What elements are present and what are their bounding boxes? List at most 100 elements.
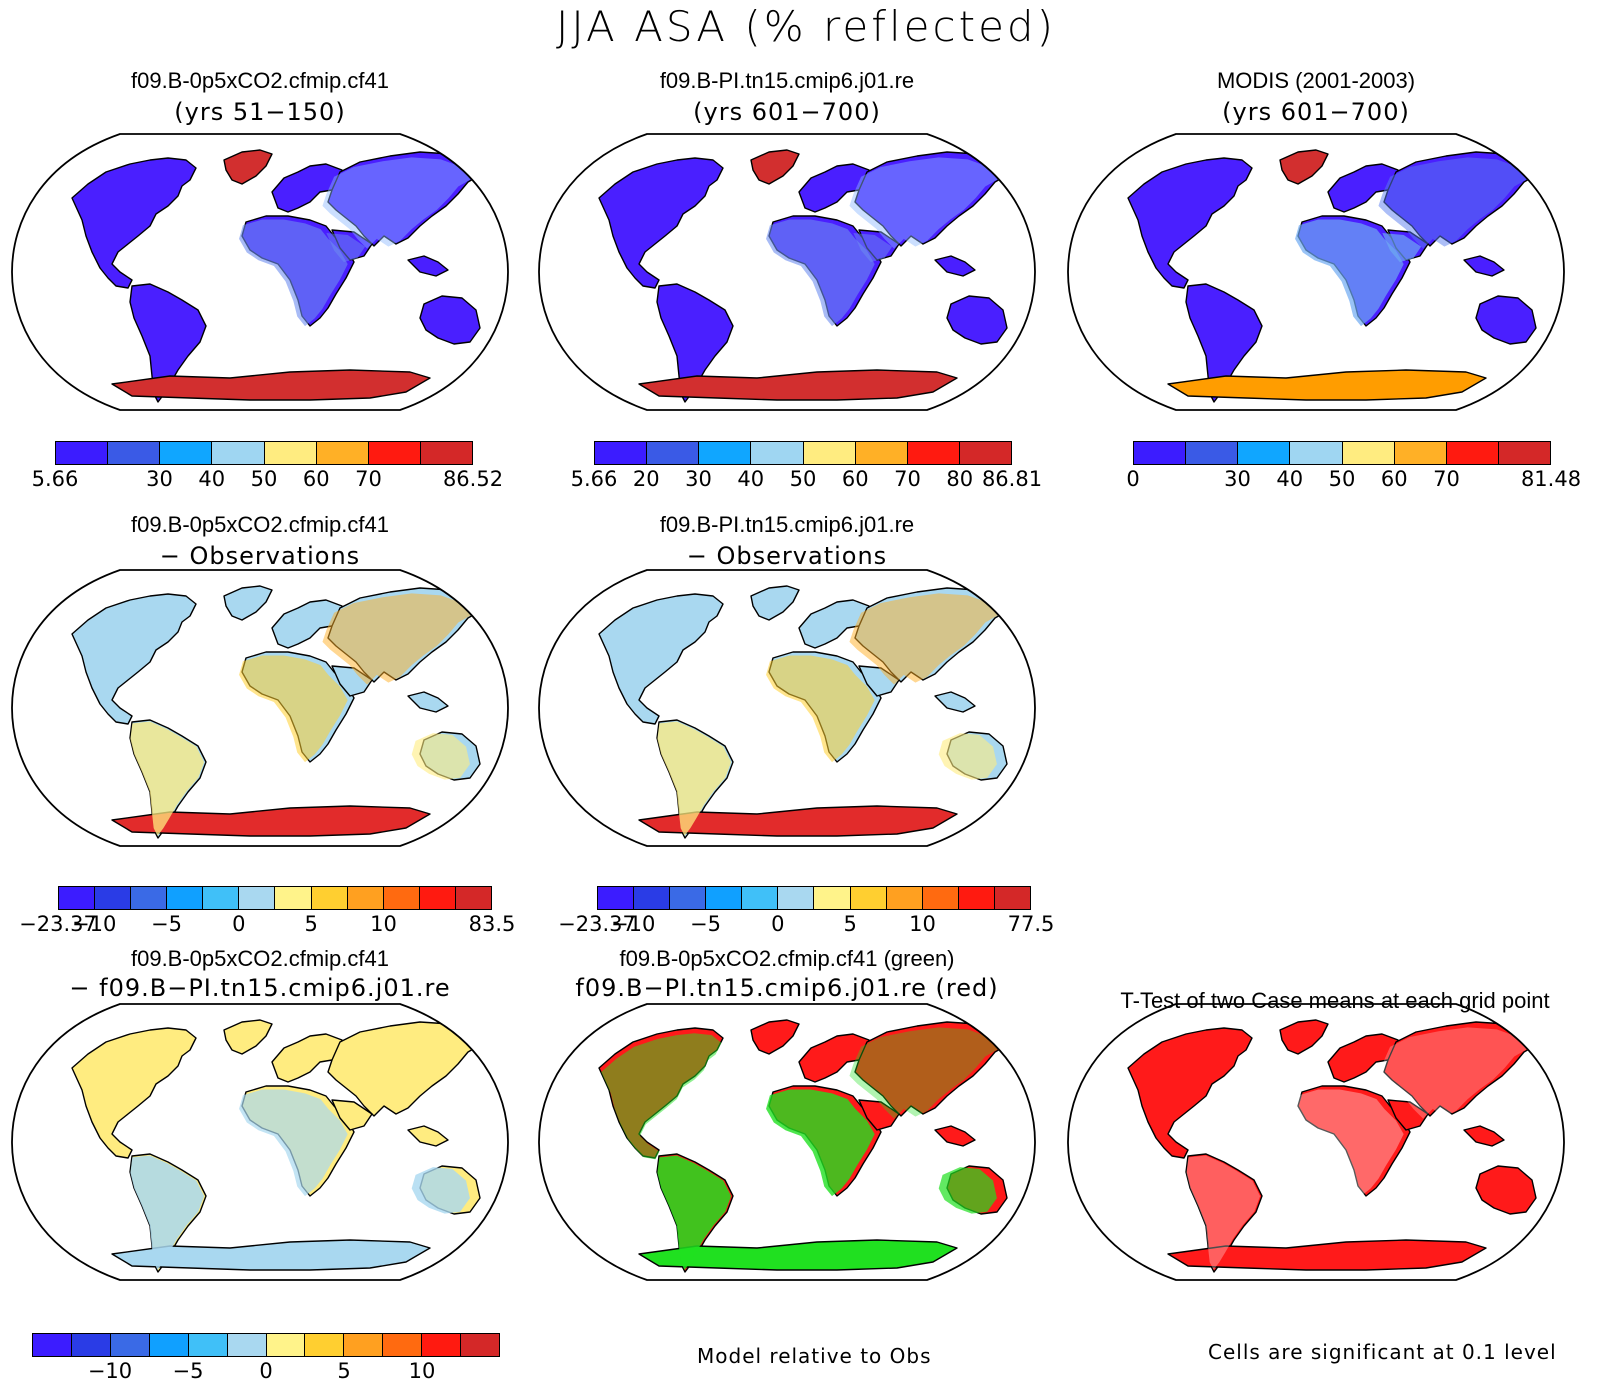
antarctica-landmass <box>638 369 958 401</box>
colorbar-swatch <box>422 1334 462 1356</box>
greenland-landmass <box>1279 149 1329 185</box>
antarctica-landmass <box>1167 369 1487 401</box>
indonesia-landmass <box>934 691 976 713</box>
colorbar-tick-label: −23.37 <box>558 912 636 936</box>
antarctica-landmass <box>638 805 958 837</box>
africa-shading <box>766 1089 875 1197</box>
world-map <box>1067 133 1565 411</box>
colorbar-swatch <box>1342 442 1395 464</box>
colorbar-tick-label: 5 <box>337 1359 351 1383</box>
colorbar-swatch <box>461 1334 500 1356</box>
asia-shading <box>1378 157 1528 249</box>
world-map <box>11 569 509 847</box>
colorbar-tick-label: 70 <box>1433 467 1460 491</box>
map-border <box>1067 1003 1565 1281</box>
panel-subtitle: − Observations <box>159 542 361 570</box>
namerica-landmass <box>598 157 724 289</box>
colorbar-swatch <box>203 887 240 909</box>
map-border <box>538 133 1036 411</box>
colorbar-tick-label: 30 <box>685 467 712 491</box>
colorbar-tick-label: 40 <box>737 467 765 491</box>
colorbar-swatch <box>266 1334 306 1356</box>
colorbar-swatch <box>167 887 204 909</box>
colorbar-tick-label: −5 <box>690 912 721 936</box>
colorbar-swatch <box>1394 442 1447 464</box>
samerica-shading <box>130 1155 205 1270</box>
colorbar-swatch <box>803 442 856 464</box>
colorbar-swatch <box>1186 442 1239 464</box>
colorbar-swatch <box>419 887 456 909</box>
colorbar-swatch <box>958 887 995 909</box>
colorbar-tick-label: 77.5 <box>1007 912 1055 936</box>
colorbar-swatch <box>1446 442 1499 464</box>
panel-subtitle: f09.B−PI.tn15.cmip6.j01.re (red) <box>575 974 999 1002</box>
world-map <box>11 133 509 411</box>
colorbar-swatch <box>814 887 851 909</box>
indonesia-landmass <box>934 1125 976 1147</box>
africa-shading <box>239 219 348 327</box>
colorbar-swatch <box>455 887 491 909</box>
colorbar-swatch <box>56 442 109 464</box>
colorbar-tick-label: 10 <box>408 1359 436 1383</box>
colorbar-swatch <box>1290 442 1343 464</box>
colorbar-tick-label: −10 <box>71 912 117 936</box>
namerica-landmass <box>71 157 197 289</box>
colorbar-tick-label: 5 <box>304 912 318 936</box>
figure-title: JJA ASA (% reflected) <box>556 2 1056 51</box>
colorbar-swatch <box>344 1334 384 1356</box>
world-map <box>538 133 1036 411</box>
colorbar-swatch <box>850 887 887 909</box>
model-relative-note: Model relative to Obs <box>697 1344 932 1368</box>
arabia-landmass <box>1387 1099 1429 1131</box>
arabia-landmass <box>331 1099 373 1131</box>
colorbar-tick-label: 50 <box>250 467 278 491</box>
namerica-shading <box>601 1033 722 1160</box>
colorbar-swatch <box>1498 442 1550 464</box>
colorbar-swatch <box>212 442 265 464</box>
colorbar-tick-label: 86.52 <box>442 467 504 491</box>
colorbar-tick-label: 81.48 <box>1520 467 1582 491</box>
colorbar-tick-label: 80 <box>946 467 974 491</box>
colorbar-swatch <box>994 887 1030 909</box>
indonesia-landmass <box>934 255 976 277</box>
namerica-landmass <box>1127 1027 1253 1159</box>
map-border <box>11 1003 509 1281</box>
greenland-landmass <box>223 149 273 185</box>
samerica-shading <box>657 1155 732 1270</box>
africa-landmass <box>1297 1085 1411 1197</box>
australia-landmass <box>946 295 1008 345</box>
colorbar-swatch <box>1238 442 1291 464</box>
colorbar-swatch <box>239 887 276 909</box>
australia-shading <box>411 733 470 780</box>
colorbar-swatch <box>188 1334 228 1356</box>
colorbar-tick-label: 10 <box>909 912 936 936</box>
namerica-landmass <box>71 1027 197 1159</box>
australia-landmass <box>1475 1165 1537 1215</box>
colorbar-tick-label: 60 <box>302 467 330 491</box>
colorbar-tick-label: −10 <box>610 912 656 936</box>
colorbar-swatch <box>634 887 671 909</box>
colorbar-tick-label: −10 <box>87 1359 133 1383</box>
colorbar-swatch <box>595 442 648 464</box>
colorbar-swatch <box>368 442 421 464</box>
asia-shading <box>849 593 999 685</box>
colorbar-swatch <box>1134 442 1187 464</box>
map-border <box>11 569 509 847</box>
colorbar-swatches <box>58 886 492 910</box>
greenland-landmass <box>750 149 800 185</box>
colorbar-swatch <box>383 887 420 909</box>
colorbar-swatch <box>598 887 635 909</box>
colorbar-tick-label: 5.66 <box>31 467 79 491</box>
panel-title: f09.B-0p5xCO2.cfmip.cf41 <box>130 68 389 93</box>
colorbar-tick-label: 40 <box>198 467 226 491</box>
colorbar-swatch <box>670 887 707 909</box>
asia-shading <box>849 157 999 249</box>
colorbar-tick-label: 70 <box>355 467 382 491</box>
samerica-shading <box>657 721 732 836</box>
colorbar-tick-label: 30 <box>1224 467 1251 491</box>
map-border <box>538 569 1036 847</box>
asia-shading <box>322 157 472 249</box>
colorbar-tick-label: 50 <box>1328 467 1356 491</box>
colorbar-swatches <box>594 441 1012 465</box>
greenland-landmass <box>223 1019 273 1055</box>
